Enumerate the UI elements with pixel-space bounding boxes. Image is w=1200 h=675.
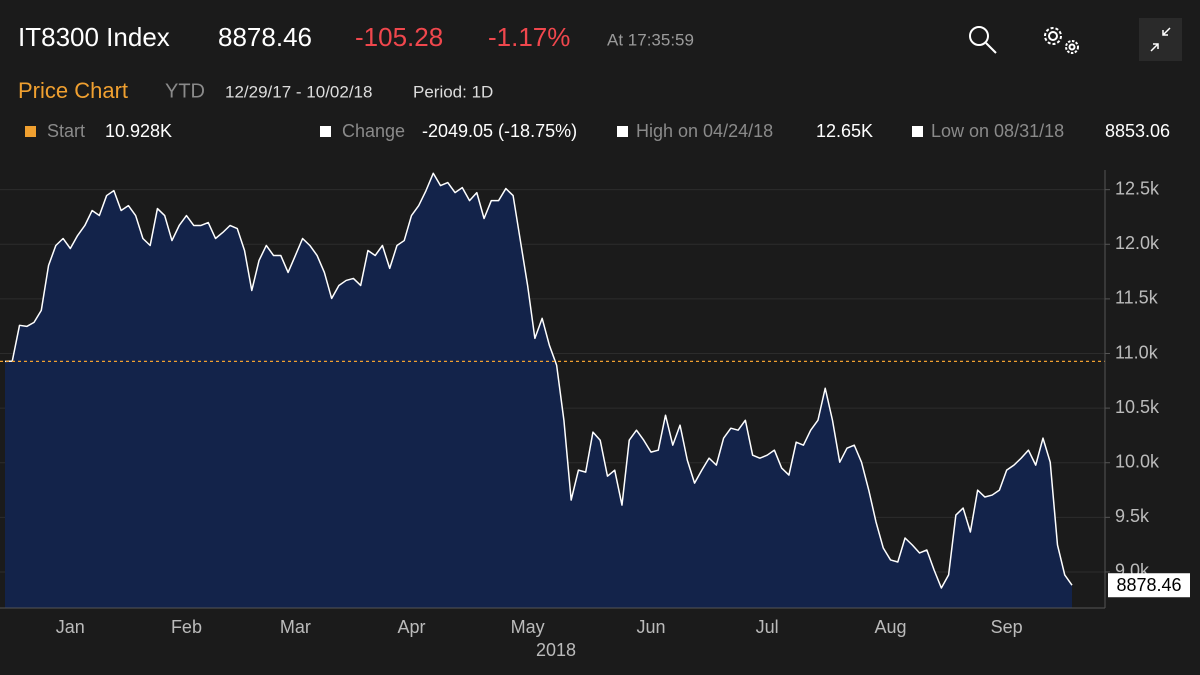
x-tick-label: Mar: [280, 617, 311, 637]
plot: 9.0k9.5k10.0k10.5k11.0k11.5k12.0k12.5kJa…: [0, 170, 1190, 660]
stat-label: Low on 08/31/18: [931, 121, 1064, 141]
legend-swatch: [25, 126, 36, 137]
legend-swatch: [320, 126, 331, 137]
y-tick-label: 12.0k: [1115, 233, 1160, 253]
x-tick-label: May: [511, 617, 545, 637]
search-icon[interactable]: [969, 26, 997, 54]
stat-label: High on 04/24/18: [636, 121, 773, 141]
last-value-box: [1108, 573, 1190, 598]
y-tick-label: 10.5k: [1115, 397, 1160, 417]
change: -105.28: [355, 22, 443, 52]
x-tick-label: Apr: [397, 617, 425, 637]
date-range: 12/29/17 - 10/02/18: [225, 82, 372, 101]
x-tick-label: Aug: [875, 617, 907, 637]
x-tick-label: Jun: [636, 617, 665, 637]
stat-value: 8853.06: [1105, 121, 1170, 141]
y-tick-label: 9.5k: [1115, 506, 1150, 526]
stat-value: 12.65K: [816, 121, 873, 141]
period: Period: 1D: [413, 82, 493, 101]
stat-label: Start: [47, 121, 85, 141]
legend-swatch: [617, 126, 628, 137]
x-tick-label: Feb: [171, 617, 202, 637]
y-tick-label: 10.0k: [1115, 451, 1160, 471]
x-axis-label: 2018: [536, 640, 576, 660]
stat-value: 10.928K: [105, 121, 172, 141]
x-tick-label: Sep: [991, 617, 1023, 637]
last-value-label: 8878.46: [1116, 575, 1181, 595]
settings-icon[interactable]: [1044, 27, 1079, 54]
collapse-button[interactable]: [1139, 18, 1182, 61]
section-title: Price Chart: [18, 78, 128, 103]
legend-swatch: [912, 126, 923, 137]
y-tick-label: 12.5k: [1115, 178, 1160, 198]
stat-value: -2049.05 (-18.75%): [422, 121, 577, 141]
x-tick-label: Jan: [56, 617, 85, 637]
change-pct: -1.17%: [488, 22, 570, 52]
stat-label: Change: [342, 121, 405, 141]
area-fill: [5, 173, 1072, 608]
price: 8878.46: [218, 22, 312, 52]
time: At 17:35:59: [607, 30, 694, 49]
y-tick-label: 11.5k: [1115, 288, 1159, 308]
ticker: IT8300 Index: [18, 22, 170, 52]
range[interactable]: YTD: [165, 80, 205, 102]
price-line: [4, 172, 1073, 589]
y-tick-label: 11.0k: [1115, 342, 1159, 362]
x-tick-label: Jul: [756, 617, 779, 637]
